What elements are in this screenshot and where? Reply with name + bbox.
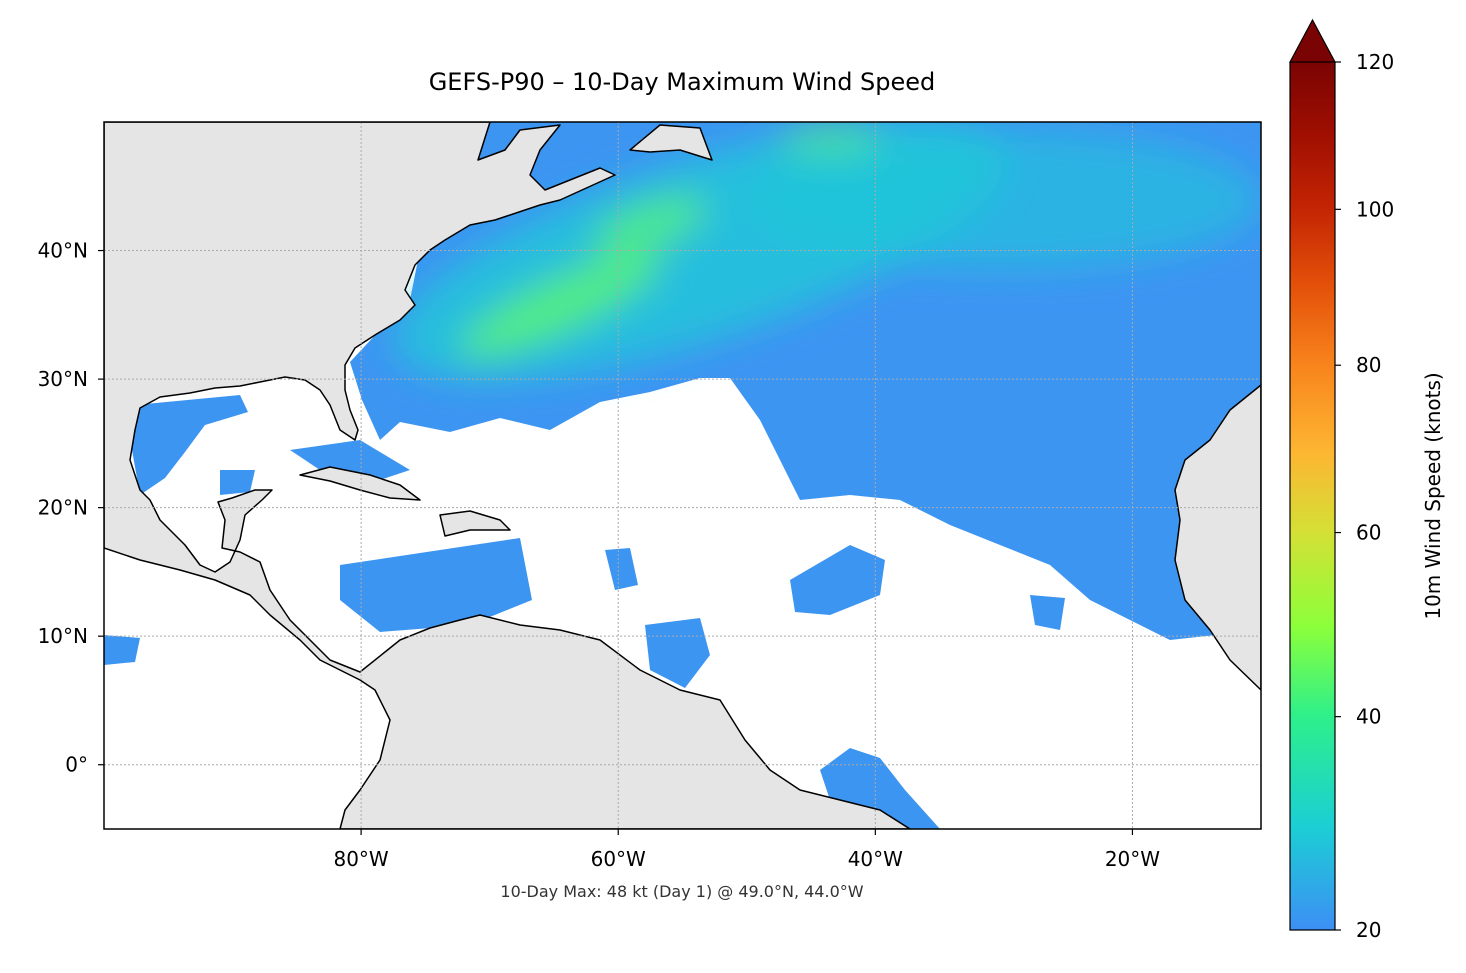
footnote: 10-Day Max: 48 kt (Day 1) @ 49.0°N, 44.0… <box>500 882 863 901</box>
wind-area <box>132 395 248 495</box>
wind-area <box>645 618 710 688</box>
colorbar: 10m Wind Speed (knots) 20 40 60 80 100 120 <box>1288 18 1445 942</box>
wind-field <box>104 122 1261 829</box>
x-tick-label: 60°W <box>591 847 646 871</box>
colorbar-tick-label: 100 <box>1356 197 1394 221</box>
wind-area <box>1030 595 1065 630</box>
x-tick-label: 40°W <box>848 847 903 871</box>
wind-area <box>605 548 638 590</box>
newfoundland <box>629 124 713 161</box>
x-tick-label: 80°W <box>333 847 388 871</box>
colorbar-tick-label: 60 <box>1356 521 1381 545</box>
cuba <box>299 466 421 501</box>
y-tick-label: 40°N <box>38 239 88 263</box>
land <box>104 122 1261 829</box>
colorbar-label: 10m Wind Speed (knots) <box>1421 372 1445 619</box>
y-tick-label: 20°N <box>38 496 88 520</box>
grid <box>104 122 1261 829</box>
colorbar-tick-label: 20 <box>1356 918 1381 942</box>
y-tick-label: 0° <box>65 753 88 777</box>
colorbar-gradient <box>1290 62 1335 930</box>
map-frame <box>103 121 1262 830</box>
y-tick-label: 30°N <box>38 367 88 391</box>
wind-area <box>340 538 532 632</box>
chart-title: GEFS-P90 – 10-Day Maximum Wind Speed <box>429 68 936 96</box>
x-tick-label: 20°W <box>1105 847 1160 871</box>
wind-highlight <box>394 122 1260 381</box>
hispaniola <box>439 510 511 537</box>
africa <box>1174 384 1261 691</box>
colorbar-extend <box>1288 18 1337 63</box>
map <box>104 122 1261 829</box>
colorbar-tick-label: 80 <box>1356 353 1381 377</box>
y-tick-label: 10°N <box>38 624 88 648</box>
americas <box>104 122 911 829</box>
wind-area <box>104 635 140 665</box>
colorbar-frame <box>1289 62 1336 931</box>
wind-area <box>220 470 255 495</box>
colorbar-tick-label: 120 <box>1356 50 1394 74</box>
colorbar-tick-label: 40 <box>1356 705 1381 729</box>
wind-area <box>790 545 885 615</box>
